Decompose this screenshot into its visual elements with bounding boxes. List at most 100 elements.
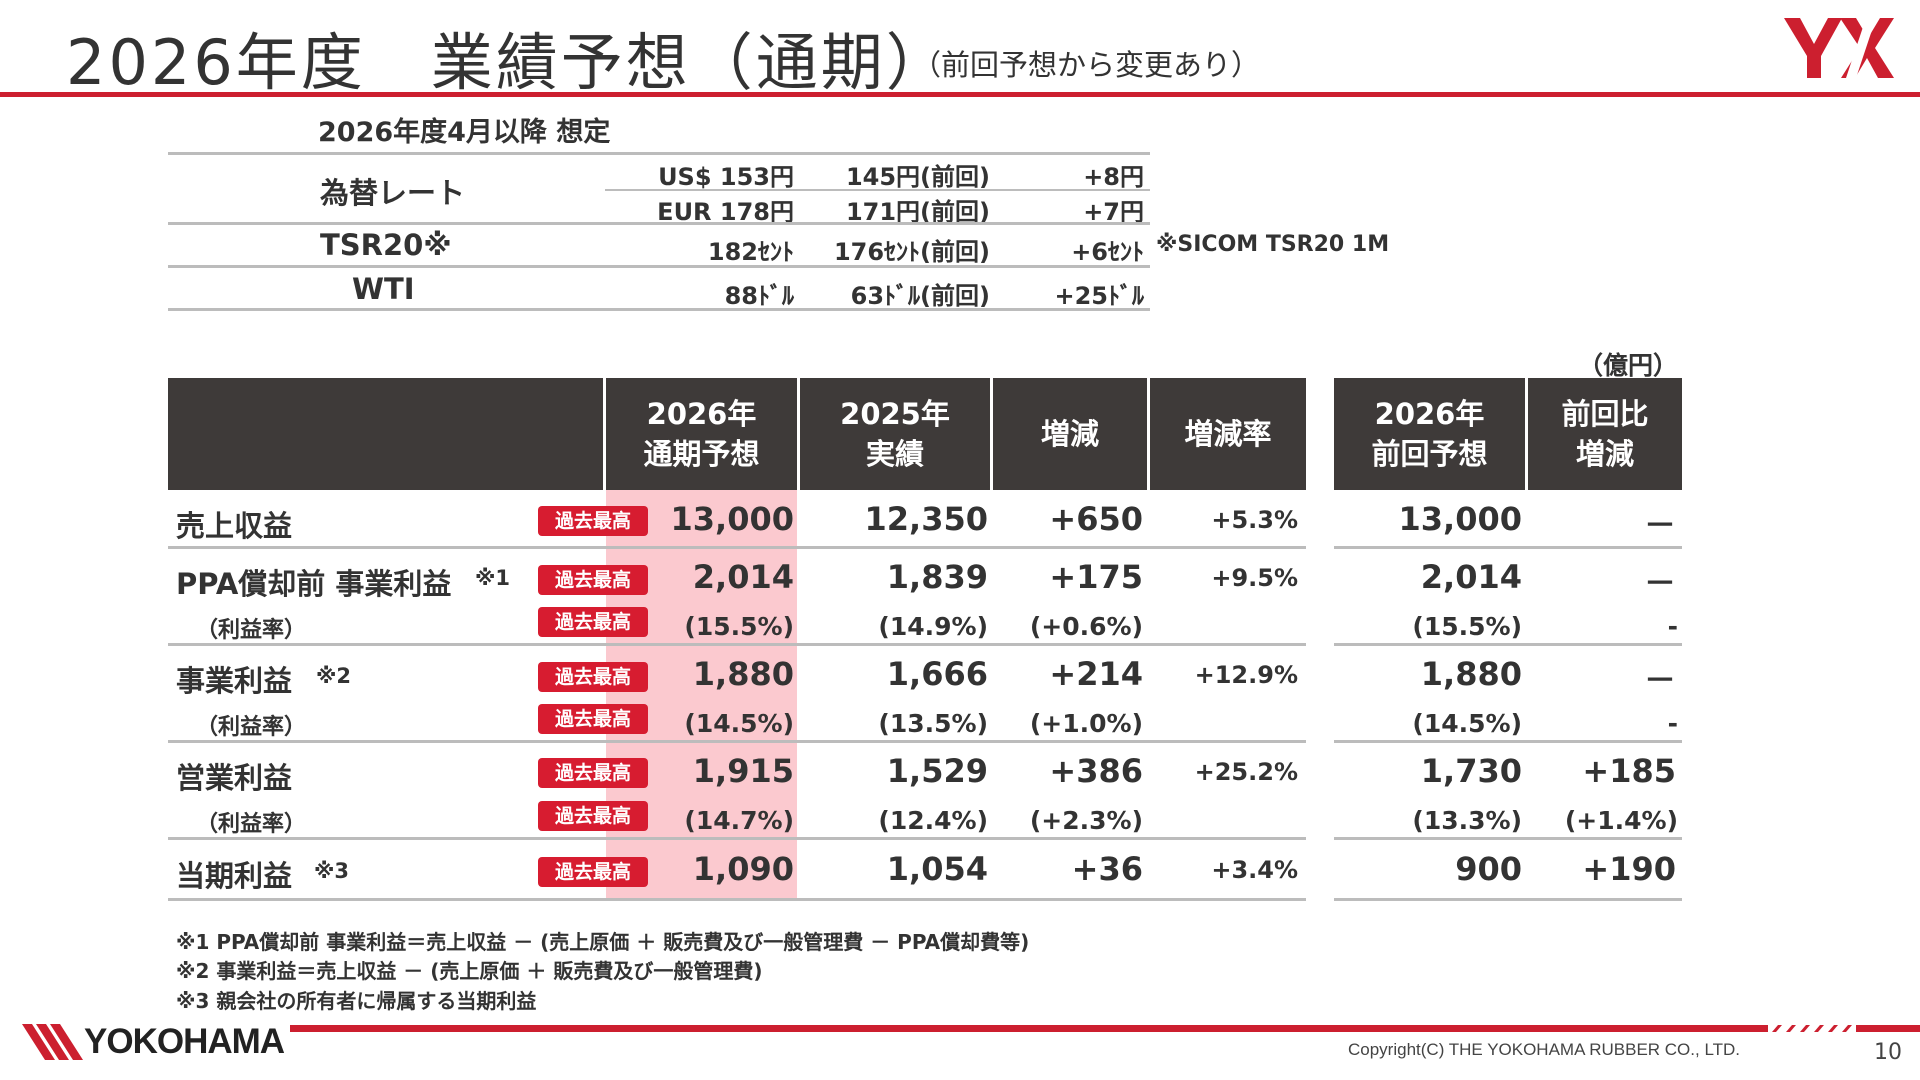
header-vs-prev-line2: 増減 [1575,437,1634,471]
cell-rate: +25.2% [1194,758,1298,786]
copyright-text: Copyright(C) THE YOKOHAMA RUBBER CO., LT… [1348,1040,1741,1059]
cell-change: (+1.0%) [1029,709,1143,738]
tsr-note: ※SICOM TSR20 1M [1156,232,1390,257]
table-header-bar [168,378,1306,490]
row-rule [168,546,1306,549]
row-label: 営業利益 [176,761,293,795]
header-forecast-line1: 2026年 [646,397,757,431]
tsr-previous: 176ｾﾝﾄ(前回) [833,238,990,266]
footer-stripes-icon [1768,1025,1920,1032]
tsr-current: 182ｾﾝﾄ [707,238,794,266]
cell-rate: +3.4% [1211,856,1298,884]
row-rule [1334,546,1682,549]
unit-label: （億円） [1578,351,1679,380]
header-sep [990,378,993,490]
row-mark: ※1 [475,566,511,590]
fx-eur-diff: +7円 [1083,198,1144,226]
tsr-diff: +6ｾﾝﾄ [1071,238,1144,266]
cell-change: +650 [1049,500,1143,538]
tsr-label: TSR20※ [320,228,452,262]
page-title: 2026年度 業績予想（通期） [66,26,951,99]
row-label: （利益率） [196,812,307,837]
header-divider [0,92,1920,97]
fx-eur-previous: 171円(前回) [845,198,990,226]
header-sep [797,378,800,490]
fx-usd-diff: +8円 [1083,163,1144,191]
row-rule [1334,740,1682,743]
cell-rate: +12.9% [1194,661,1298,689]
cell-change: +175 [1049,558,1143,596]
cell-prev: 900 [1455,850,1522,888]
wti-label: WTI [352,272,415,306]
record-high-badge: 過去最高 [538,565,648,595]
cell-prev: (15.5%) [1412,612,1522,641]
cell-change: (+0.6%) [1029,612,1143,641]
row-rule [168,837,1306,840]
header-actual-line2: 実績 [865,437,924,471]
cell-prev: (13.3%) [1412,806,1522,835]
cell-actual: (14.9%) [878,612,988,641]
cell-actual: 12,350 [864,500,988,538]
footnote-1: ※1 PPA償却前 事業利益＝売上収益 － (売上原価 ＋ 販売費及び一般管理費… [176,930,1030,954]
cell-vs-prev: － [1643,506,1676,544]
cell-actual: (13.5%) [878,709,988,738]
row-label: （利益率） [196,715,307,740]
cell-vs-prev: +185 [1582,752,1676,790]
cell-rate: +9.5% [1211,564,1298,592]
header-change: 増減 [1040,417,1099,451]
header-sep [1525,378,1528,490]
fx-usd-previous: 145円(前回) [845,163,990,191]
row-label: （利益率） [196,618,307,643]
record-high-badge: 過去最高 [538,758,648,788]
row-label: 事業利益 [176,664,293,698]
cell-actual: 1,529 [886,752,988,790]
yokohama-chevron-icon [22,1024,83,1060]
footnote-2: ※2 事業利益＝売上収益 － (売上原価 ＋ 販売費及び一般管理費) [176,959,763,983]
cell-vs-prev: － [1643,564,1676,602]
yx-logo-icon [1784,18,1894,78]
cell-actual: 1,054 [886,850,988,888]
row-mark: ※2 [316,664,352,688]
fx-label: 為替レート [320,176,466,210]
cell-prev: 1,880 [1420,655,1522,693]
page-number: 10 [1874,1040,1902,1065]
fx-bottom-rule [168,222,1150,225]
wti-bottom-rule [168,308,1150,311]
cell-actual: (12.4%) [878,806,988,835]
row-rule [1334,643,1682,646]
cell-vs-prev: +190 [1582,850,1676,888]
fx-mid-rule [605,189,1150,191]
header-prev-line2: 前回予想 [1371,437,1488,471]
row-mark: ※3 [314,859,350,883]
cell-forecast: 1,915 [692,752,794,790]
cell-change: +36 [1071,850,1143,888]
row-label: PPA償却前 事業利益 [176,567,452,601]
header-change-rate: 増減率 [1184,417,1272,451]
header-prev-line1: 2026年 [1374,397,1485,431]
cell-vs-prev: (+1.4%) [1564,806,1678,835]
record-high-badge: 過去最高 [538,801,648,831]
cell-vs-prev: － [1643,661,1676,699]
row-rule [1334,837,1682,840]
header-sep [1147,378,1150,490]
cell-vs-prev: - [1667,612,1678,641]
footnote-3: ※3 親会社の所有者に帰属する当期利益 [176,989,537,1013]
cell-change: +386 [1049,752,1143,790]
cell-forecast: (14.5%) [684,709,794,738]
wti-previous: 63ﾄﾞﾙ(前回) [850,282,990,310]
fx-usd-current: US$ 153円 [658,163,794,191]
yokohama-logo-text: YOKOHAMA [84,1022,285,1061]
wti-diff: +25ﾄﾞﾙ [1054,282,1144,310]
record-high-badge: 過去最高 [538,506,648,536]
table-bottom-rule [1334,898,1682,901]
header-forecast-line2: 通期予想 [643,437,760,471]
cell-actual: 1,666 [886,655,988,693]
cell-vs-prev: - [1667,709,1678,738]
prev-header-bar [1334,378,1682,490]
cell-forecast: (14.7%) [684,806,794,835]
record-high-badge: 過去最高 [538,607,648,637]
row-label: 売上収益 [176,509,293,543]
cell-change: (+2.3%) [1029,806,1143,835]
cell-prev: 1,730 [1420,752,1522,790]
cell-prev: 13,000 [1398,500,1522,538]
